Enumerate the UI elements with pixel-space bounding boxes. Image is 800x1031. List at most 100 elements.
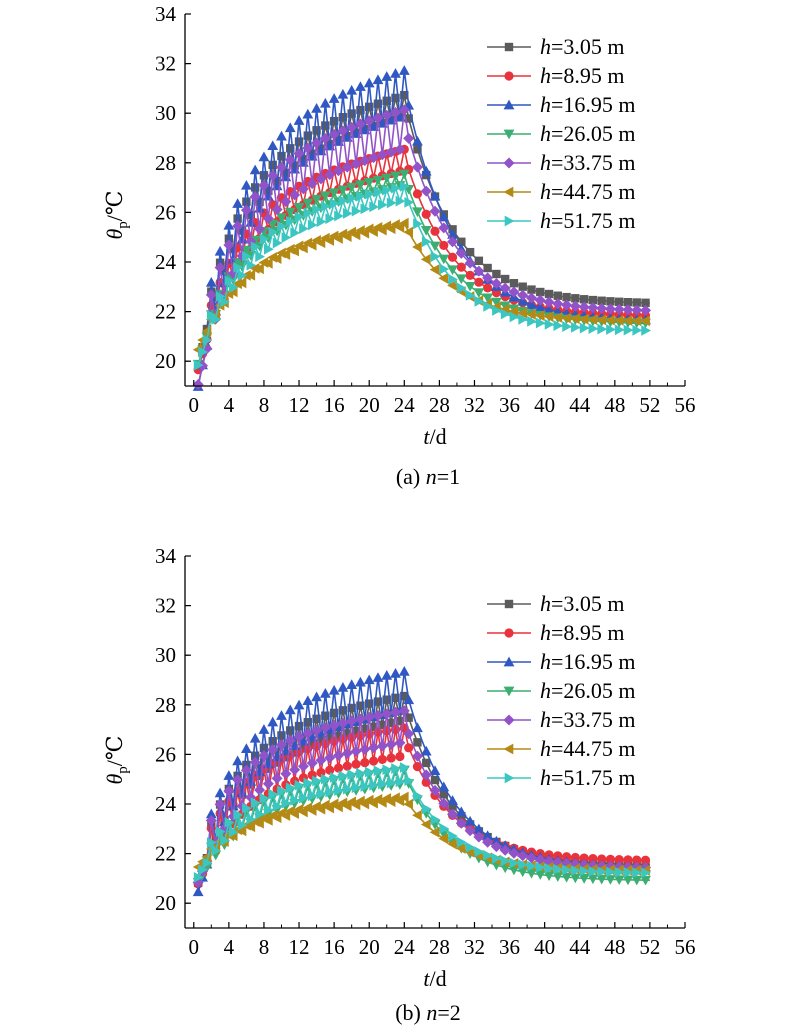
- data-point: [325, 213, 336, 225]
- data-point: [259, 233, 270, 245]
- data-point: [302, 727, 314, 739]
- data-point: [363, 711, 375, 723]
- y-tick-label: 28: [155, 151, 176, 175]
- data-point: [214, 787, 226, 798]
- data-point: [360, 203, 371, 215]
- data-point: [363, 178, 375, 188]
- data-point: [258, 257, 269, 268]
- data-point: [543, 296, 555, 308]
- data-point: [391, 693, 400, 703]
- data-point: [223, 785, 235, 797]
- data-point: [268, 226, 279, 238]
- data-point: [302, 142, 314, 154]
- data-point: [483, 849, 494, 861]
- data-point: [250, 751, 260, 760]
- data-point: [438, 254, 450, 265]
- data-point: [233, 809, 244, 821]
- data-point: [249, 263, 260, 274]
- data-point: [232, 774, 244, 786]
- data-point: [588, 323, 599, 335]
- data-point: [569, 313, 580, 325]
- data-point: [412, 809, 422, 821]
- x-tick-label: 8: [259, 935, 270, 959]
- data-point: [372, 112, 384, 124]
- data-point: [605, 875, 616, 885]
- data-point: [337, 681, 349, 692]
- data-point: [381, 708, 393, 720]
- data-point: [369, 722, 378, 732]
- data-point: [258, 724, 270, 734]
- data-point: [391, 93, 400, 103]
- legend-var: h: [540, 765, 551, 790]
- data-point: [211, 293, 220, 302]
- data-point: [354, 713, 366, 725]
- data-point: [386, 753, 396, 763]
- data-point: [605, 314, 615, 326]
- data-point: [508, 847, 520, 859]
- data-point: [596, 302, 608, 314]
- data-point: [561, 872, 572, 883]
- data-point: [276, 213, 287, 223]
- data-point: [240, 204, 252, 216]
- data-point: [438, 797, 450, 809]
- data-point: [386, 197, 397, 209]
- data-point: [272, 237, 283, 249]
- data-point: [250, 797, 261, 809]
- y-tick-label: 24: [155, 792, 177, 816]
- data-point: [346, 121, 358, 133]
- legend-text: =33.75 m: [551, 150, 636, 175]
- data-point: [363, 674, 375, 685]
- data-point: [518, 313, 529, 325]
- data-point: [333, 749, 345, 761]
- data-point: [267, 744, 279, 756]
- legend-var: h: [540, 34, 551, 59]
- data-point: [368, 756, 379, 766]
- data-point: [395, 195, 406, 207]
- legend-label: h=8.95 m: [540, 620, 625, 645]
- legend-label: h=33.75 m: [540, 150, 636, 175]
- data-point: [233, 214, 242, 223]
- data-point: [412, 135, 423, 146]
- data-point: [553, 863, 564, 875]
- data-point: [205, 815, 217, 827]
- data-point: [385, 146, 397, 158]
- data-point: [328, 93, 340, 103]
- data-point: [378, 199, 388, 211]
- data-point: [271, 203, 283, 215]
- data-point: [289, 764, 301, 776]
- data-point: [241, 179, 252, 190]
- data-point: [641, 298, 650, 307]
- data-point: [518, 282, 527, 291]
- data-point: [622, 304, 634, 316]
- data-point: [356, 701, 365, 710]
- data-point: [285, 782, 296, 794]
- data-point: [277, 151, 286, 161]
- data-point: [276, 130, 287, 141]
- data-point: [632, 298, 641, 307]
- data-point: [543, 871, 555, 881]
- legend-var: h: [540, 736, 551, 761]
- data-point: [438, 222, 450, 234]
- data-point: [579, 322, 590, 334]
- data-point: [337, 125, 349, 137]
- data-point: [365, 102, 374, 112]
- data-point: [355, 676, 366, 687]
- data-point: [267, 716, 279, 727]
- data-point: [311, 724, 323, 736]
- data-point: [390, 68, 401, 78]
- data-point: [473, 831, 485, 843]
- data-point: [268, 160, 277, 170]
- x-tick-label: 48: [604, 935, 625, 959]
- data-point: [597, 296, 606, 305]
- data-point: [242, 802, 252, 814]
- data-point: [242, 197, 251, 206]
- data-point: [258, 750, 270, 762]
- data-point: [303, 207, 314, 219]
- x-tick-label: 44: [569, 393, 591, 417]
- data-point: [232, 220, 244, 232]
- data-point: [614, 866, 625, 878]
- data-point: [606, 297, 615, 306]
- data-point: [311, 194, 322, 205]
- data-point: [483, 300, 494, 312]
